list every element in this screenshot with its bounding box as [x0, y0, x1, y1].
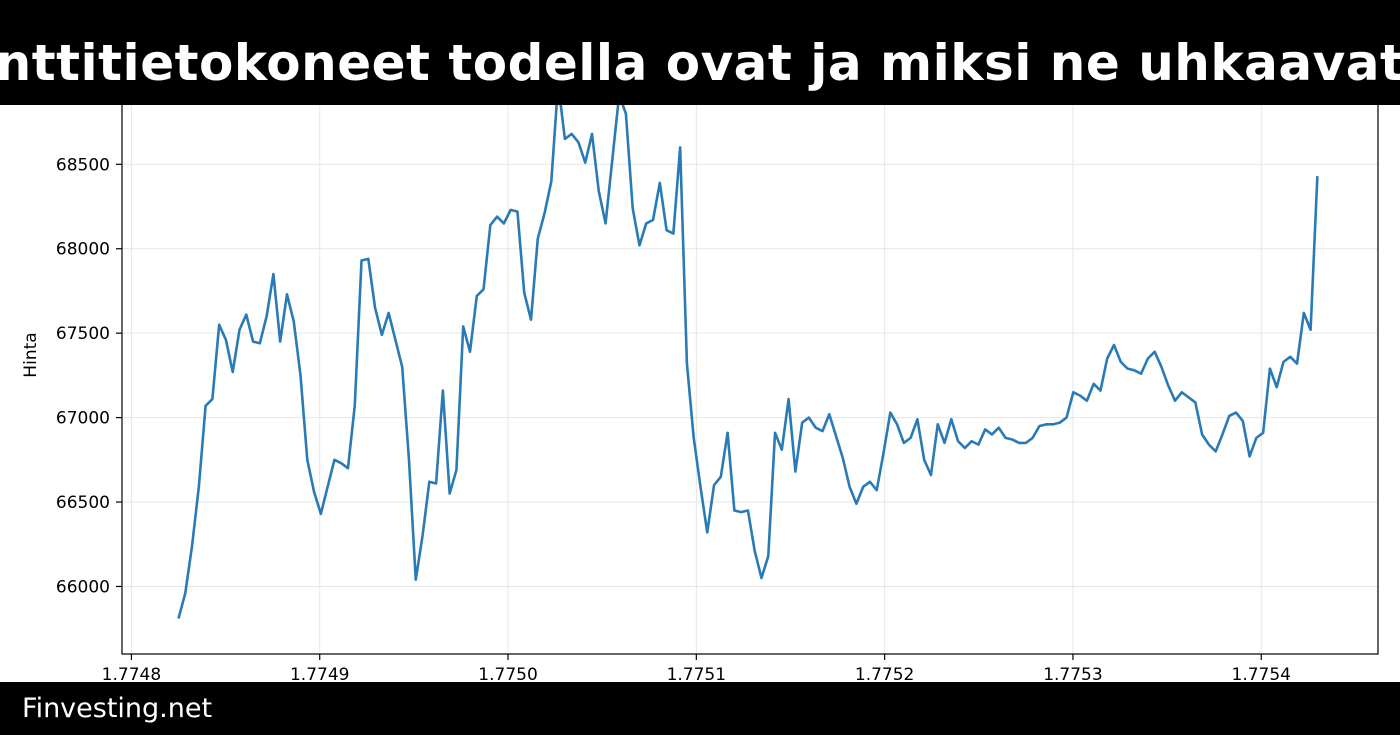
x-tick-label: 1.7753: [1043, 665, 1102, 685]
x-tick-label: 1.7748: [102, 665, 161, 685]
y-tick-label: 66500: [56, 493, 110, 513]
price-series-line: [177, 90, 1319, 619]
brand-name: Finvesting.net: [22, 693, 213, 724]
x-tick-label: 1.7750: [478, 665, 537, 685]
x-tick-label: 1.7754: [1232, 665, 1291, 685]
footer-banner: Finvesting.net: [0, 682, 1400, 735]
grid-lines: [122, 90, 1378, 654]
series-layer: [177, 90, 1319, 619]
axes-frame: [121, 89, 1379, 655]
axis-ticks: 1.7748 1.7749 1.7750 1.7751 1.7752 1.7753 1.77…: [56, 155, 1291, 685]
x-tick-label: 1.7752: [855, 665, 914, 685]
x-tick-label: 1.7751: [667, 665, 726, 685]
y-tick-label: 67000: [56, 409, 110, 429]
y-tick-label: 68500: [56, 155, 110, 175]
y-axis-label: Hinta: [21, 332, 41, 377]
banner-title: nttitietokoneet todella ovat ja miksi ne…: [0, 34, 1400, 92]
x-tick-label: 1.7749: [290, 665, 349, 685]
y-tick-label: 66000: [56, 577, 110, 597]
y-tick-label: 67500: [56, 324, 110, 344]
title-banner: nttitietokoneet todella ovat ja miksi ne…: [0, 0, 1400, 105]
y-tick-label: 68000: [56, 240, 110, 260]
